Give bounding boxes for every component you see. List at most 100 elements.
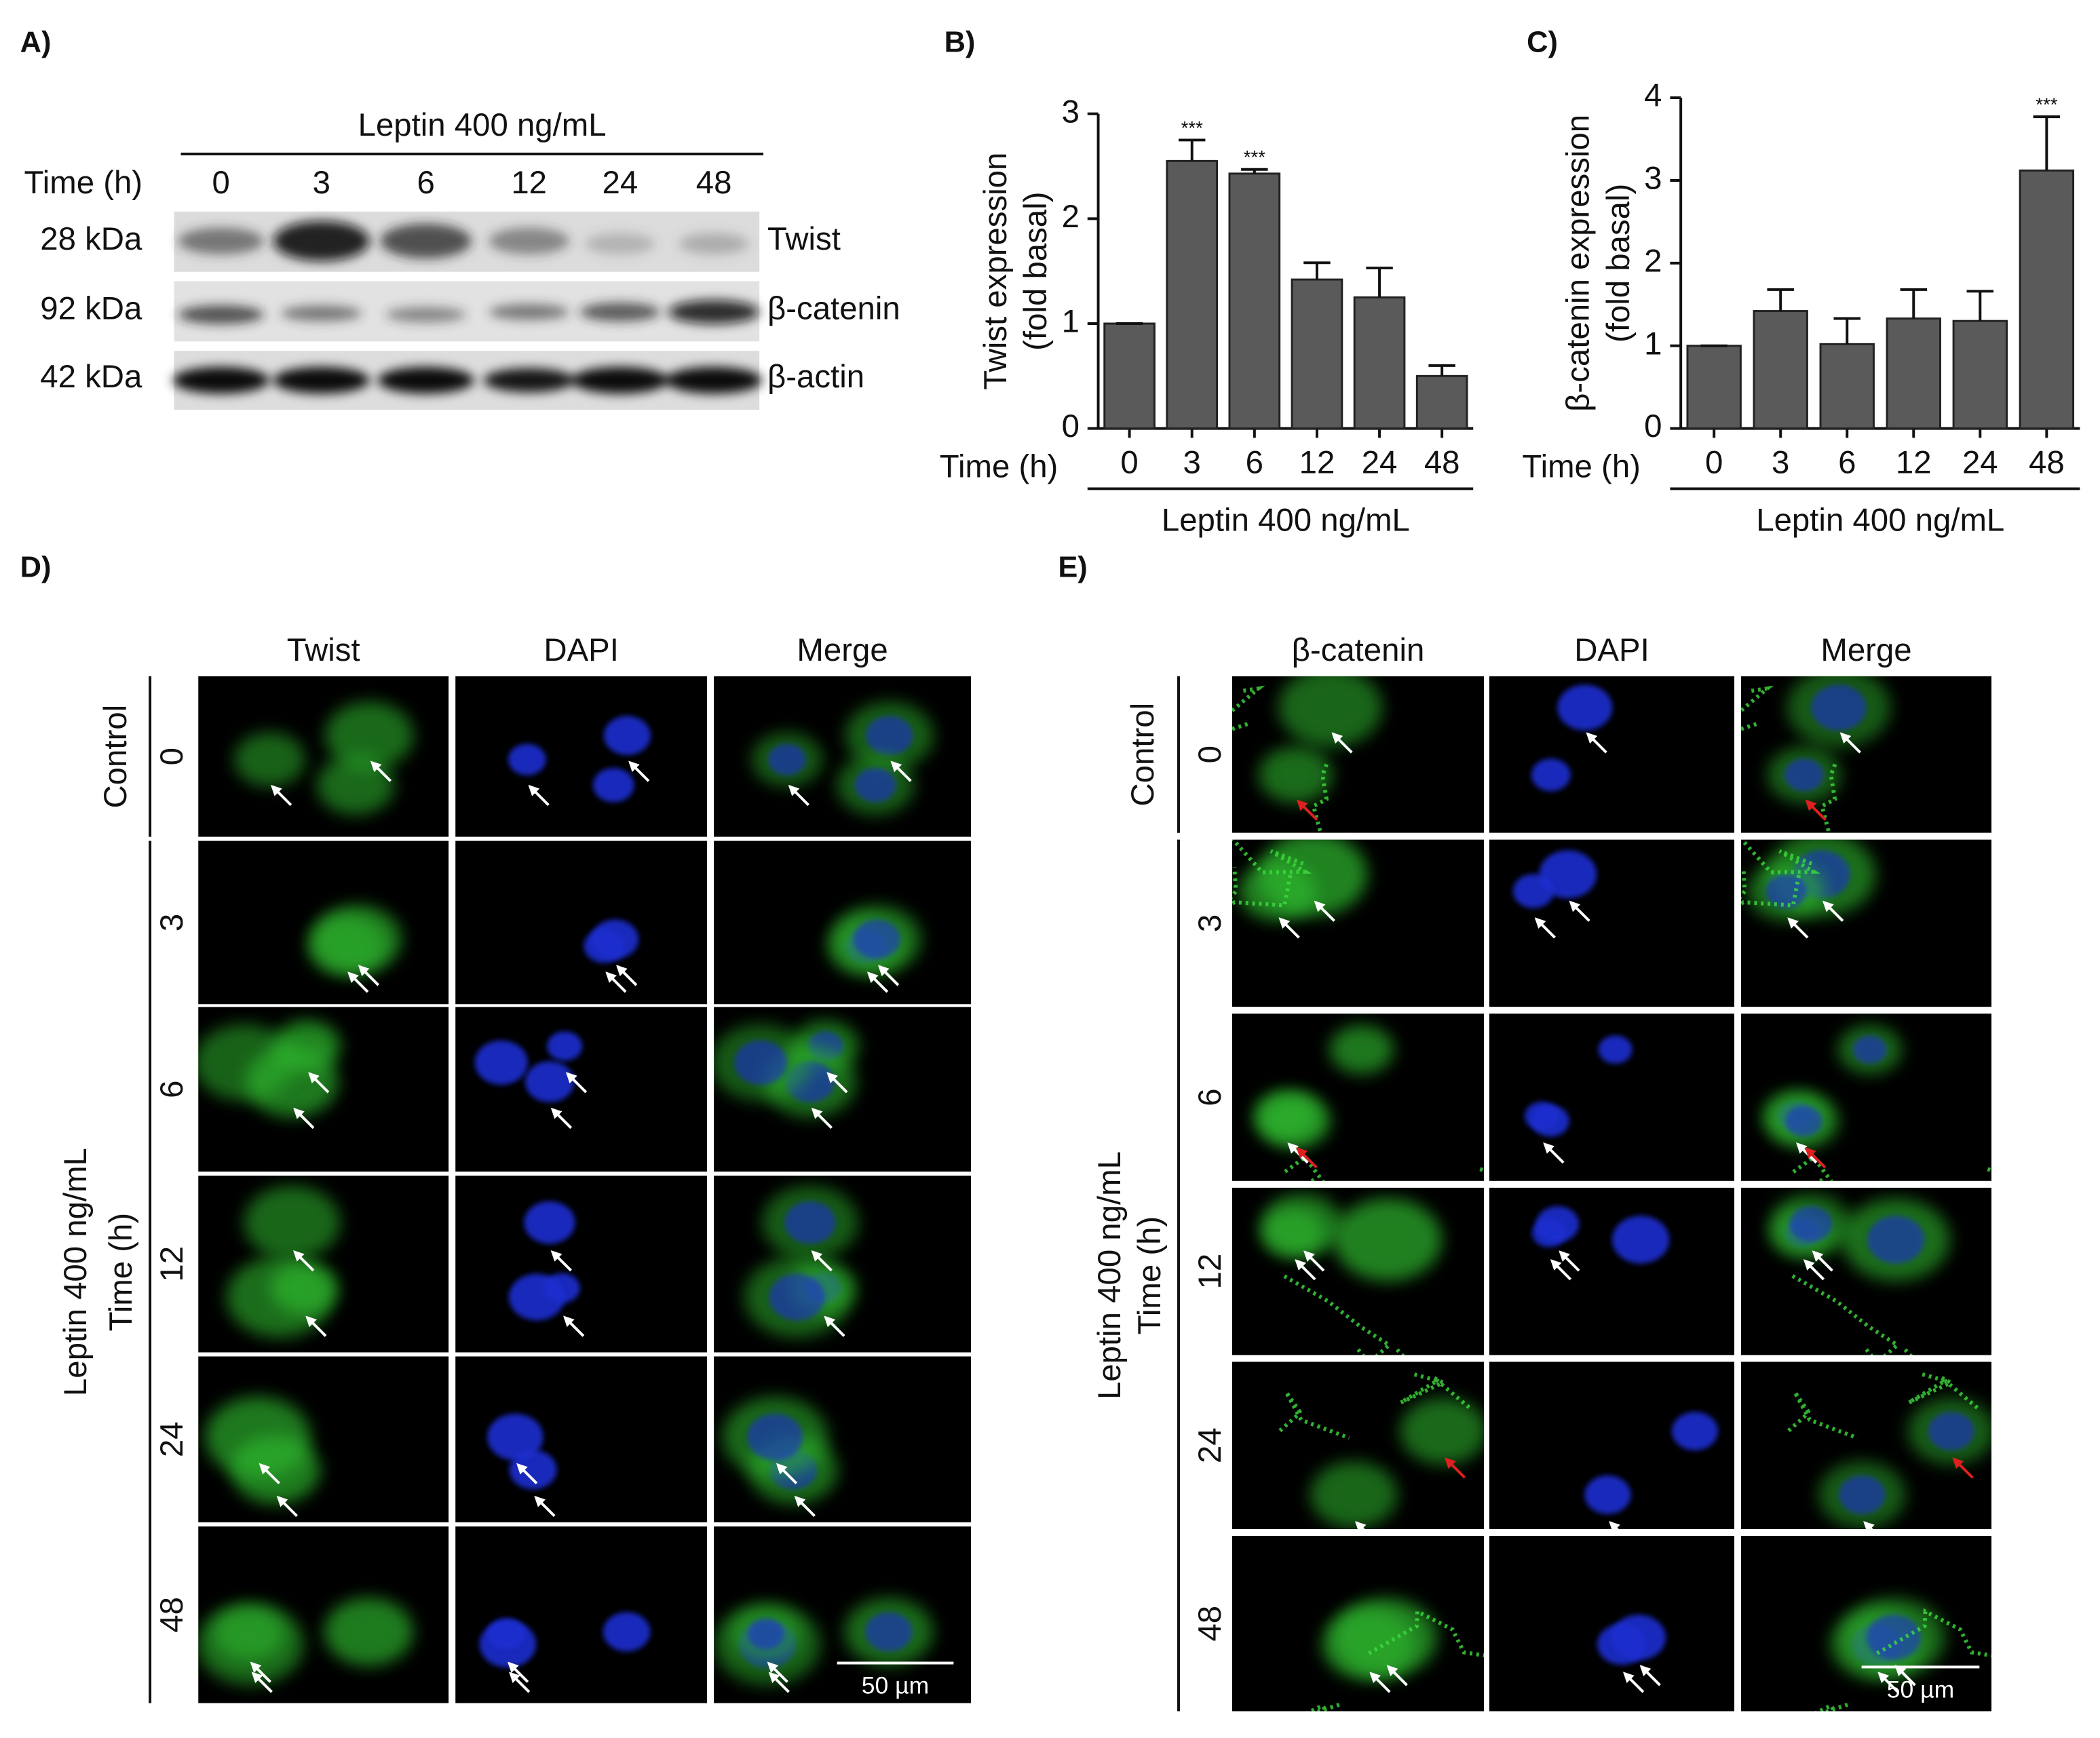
arrow (1386, 1665, 1408, 1686)
cell-signal (316, 755, 395, 815)
arrow (1805, 1147, 1827, 1169)
x-tick-label: 48 (2029, 444, 2065, 480)
arrow (1296, 1147, 1318, 1169)
nucleus (1852, 1035, 1887, 1064)
scale-bar-label: 50 µm (862, 1672, 929, 1699)
micrograph-background (455, 1526, 708, 1703)
y-axis-label: β-catenin expression (1561, 115, 1597, 412)
cell-signal (1258, 746, 1333, 803)
group-label: Leptin 400 ng/mL (1162, 502, 1410, 538)
bar (1353, 296, 1406, 430)
nucleus (1671, 1412, 1719, 1451)
y-axis-label: (fold basal) (1018, 192, 1054, 351)
group-label: Leptin 400 ng/mL (1756, 502, 2004, 538)
nucleus (865, 1612, 913, 1652)
mw-label: 28 kDa (40, 221, 142, 257)
column-header: DAPI (543, 632, 619, 668)
protein-label: β-catenin (767, 290, 900, 326)
significance-label: *** (2036, 94, 2058, 115)
nucleus (768, 744, 806, 775)
nucleus (487, 1618, 525, 1650)
nucleus (1611, 1216, 1670, 1264)
arrow (1569, 900, 1590, 922)
arrow (250, 1661, 271, 1683)
cell-signal (312, 905, 402, 973)
micrograph-background (1489, 676, 1735, 833)
cell-signal (1238, 861, 1316, 921)
x-tick-label: 24 (1962, 444, 1998, 480)
arrow (1822, 900, 1844, 922)
membrane-signal (1907, 1372, 1981, 1411)
micrograph-background (1489, 1535, 1735, 1712)
micrograph-background (455, 841, 708, 1005)
bar (1819, 343, 1875, 430)
arrow (616, 965, 638, 986)
panel-label: D) (20, 551, 52, 583)
micrograph (1489, 1013, 1735, 1181)
arrow (370, 760, 392, 782)
micrograph (714, 841, 972, 1005)
nucleus (1765, 874, 1807, 908)
cell-signal (1261, 1193, 1343, 1256)
micrograph (1740, 1362, 1992, 1530)
arrow (605, 971, 627, 993)
micrograph (198, 1007, 449, 1172)
arrow (1559, 1250, 1580, 1272)
row-label: 24 (1192, 1427, 1228, 1463)
nucleus (734, 1040, 788, 1085)
column-header: β-catenin (1292, 632, 1425, 668)
y-tick-label: 4 (1644, 78, 1662, 114)
panel-label: A) (20, 26, 52, 59)
arrow (1952, 1457, 1974, 1479)
cell-signal (244, 1185, 341, 1260)
cell-signal (214, 1607, 284, 1661)
time: 24 (603, 165, 638, 201)
arrow (508, 1661, 529, 1683)
protein-label: Twist (767, 221, 841, 257)
micrograph (455, 1356, 708, 1523)
panel-label: C) (1527, 26, 1558, 59)
error-bar (1900, 288, 1928, 319)
group-label: Leptin 400 ng/mL (58, 1148, 94, 1396)
micrograph (455, 841, 708, 1005)
micrograph (714, 1356, 972, 1523)
micrograph (714, 1526, 972, 1703)
nucleus (524, 1201, 575, 1244)
cell-signal (1333, 1198, 1442, 1281)
arrow (1839, 732, 1861, 754)
nucleus (1584, 1475, 1631, 1514)
membrane-signal (1280, 1273, 1393, 1355)
arrow (628, 760, 650, 782)
cell-signal (233, 732, 305, 787)
arrow (509, 1672, 531, 1693)
x-tick-label: 6 (1838, 444, 1856, 480)
error-bar (1366, 267, 1393, 298)
arrow (271, 784, 292, 807)
membrane-signal (1740, 867, 1801, 908)
nucleus (603, 716, 651, 756)
y-tick-label: 3 (1644, 160, 1662, 196)
nucleus (1531, 758, 1571, 792)
micrograph (1740, 1013, 1992, 1181)
arrow (259, 1463, 280, 1485)
error-bar (1178, 138, 1206, 161)
arrow (811, 1107, 833, 1129)
nucleus (524, 1061, 575, 1102)
nucleus (1811, 684, 1867, 731)
nucleus (866, 716, 913, 756)
column-header: Merge (797, 632, 887, 668)
column-header: Merge (1820, 632, 1911, 668)
nucleus (784, 1201, 836, 1244)
bar (1166, 159, 1219, 430)
micrograph (198, 841, 449, 1005)
group-label: Control (98, 705, 134, 809)
cell-signal (198, 1024, 294, 1101)
micrograph (1489, 1535, 1735, 1712)
micrograph (198, 1526, 449, 1703)
membrane-signal (1399, 1372, 1473, 1411)
bar (1686, 345, 1742, 430)
row-label: 6 (154, 1081, 190, 1098)
arrow (794, 1495, 816, 1518)
arrow (1877, 1672, 1899, 1693)
time: 48 (696, 165, 732, 201)
